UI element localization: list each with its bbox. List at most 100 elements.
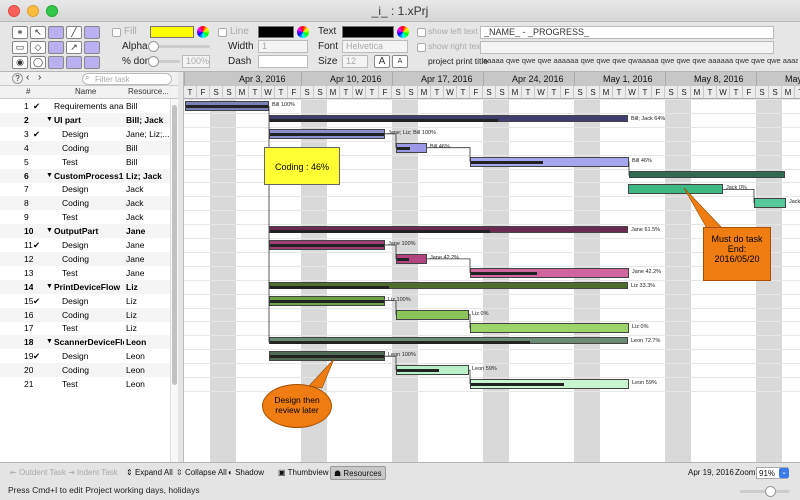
thumbview-button[interactable]: ▣ Thumbview: [278, 466, 329, 480]
task-row[interactable]: 8 Coding Jack: [0, 196, 170, 211]
outdent-task-button[interactable]: ⇤ Outdent Task: [10, 466, 66, 480]
task-resource[interactable]: Liz: [126, 281, 138, 292]
task-row[interactable]: 15 ✔ Design Liz: [0, 294, 170, 308]
rectangle-tool-icon[interactable]: [48, 26, 64, 39]
coding-note[interactable]: Coding : 46%: [264, 147, 340, 185]
task-resource[interactable]: Jack: [126, 212, 144, 223]
task-resource[interactable]: Bill: [126, 101, 138, 111]
task-name[interactable]: Test: [62, 323, 78, 334]
task-bar[interactable]: [396, 309, 469, 320]
task-row[interactable]: 11 ✔ Design Jane: [0, 238, 170, 252]
task-row[interactable]: 9 Test Jack: [0, 210, 170, 224]
zoom-slider-knob[interactable]: [765, 486, 776, 497]
task-name[interactable]: Coding: [62, 142, 89, 153]
ellipse-tool-icon[interactable]: ◯: [30, 56, 46, 69]
task-bar[interactable]: [396, 253, 427, 264]
task-row[interactable]: 21 Test Leon: [0, 377, 170, 391]
text-tool-icon[interactable]: [66, 56, 82, 69]
alpha-slider[interactable]: [150, 45, 210, 48]
fill-color-swatch[interactable]: [150, 26, 194, 38]
alpha-slider-knob[interactable]: [148, 41, 159, 52]
width-field[interactable]: 1: [258, 40, 308, 53]
task-row[interactable]: 20 Coding Leon: [0, 363, 170, 378]
task-resource[interactable]: Jane: [126, 267, 145, 278]
zoom-window-button[interactable]: [46, 5, 58, 17]
disclosure-triangle-icon[interactable]: ▼: [46, 338, 53, 346]
task-bar[interactable]: [396, 365, 469, 376]
task-bar[interactable]: [269, 295, 385, 306]
pane-splitter[interactable]: [178, 72, 184, 462]
task-resource[interactable]: Liz: [126, 309, 137, 320]
forward-chevron-icon[interactable]: ›: [38, 72, 42, 83]
task-name[interactable]: Requirements anal...: [54, 101, 124, 111]
zoom-dropdown-chevron-icon[interactable]: ⌄: [779, 468, 789, 478]
gantt-scroll-area[interactable]: [776, 99, 784, 462]
shape-tool-icon[interactable]: [48, 56, 64, 69]
back-chevron-icon[interactable]: ‹: [26, 72, 30, 83]
task-resource[interactable]: Bill: [126, 156, 138, 167]
font-larger-button[interactable]: A: [374, 55, 390, 68]
link-tool-icon[interactable]: ⚭: [12, 26, 28, 39]
fill-checkbox[interactable]: [112, 28, 121, 37]
task-name[interactable]: Design: [62, 184, 89, 195]
task-bar[interactable]: [396, 142, 427, 153]
task-row[interactable]: 14 ▼ PrintDeviceFlow Liz: [0, 279, 170, 294]
task-resource[interactable]: Jack: [126, 198, 144, 209]
show-right-text-checkbox[interactable]: [417, 43, 426, 52]
left-text-field[interactable]: _NAME_ - _PROGRESS_: [480, 26, 774, 39]
close-window-button[interactable]: [8, 5, 20, 17]
task-row[interactable]: 18 ▼ScannerDeviceFlowLeon: [0, 335, 170, 350]
task-name[interactable]: Design: [62, 351, 89, 362]
task-resource[interactable]: Jane: [126, 253, 145, 264]
task-bar[interactable]: [470, 156, 629, 167]
task-row[interactable]: 13 Test Jane: [0, 266, 170, 280]
task-name[interactable]: Design: [62, 240, 89, 250]
rounded-rect-tool-icon[interactable]: [48, 41, 64, 54]
task-name[interactable]: CustomProcess1: [54, 170, 124, 181]
task-name[interactable]: Coding: [62, 198, 89, 209]
percent-done-knob[interactable]: [148, 56, 159, 67]
comment-tool-icon[interactable]: [84, 56, 100, 69]
font-smaller-button[interactable]: A: [392, 55, 408, 68]
disclosure-triangle-icon[interactable]: ▼: [46, 227, 53, 235]
task-row[interactable]: 19 ✔ Design Leon: [0, 349, 170, 363]
disclosure-triangle-icon[interactable]: ▼: [46, 171, 53, 179]
line-tool-icon[interactable]: ╱: [66, 26, 82, 39]
task-bar[interactable]: [470, 379, 629, 389]
select-tool-icon[interactable]: ↖: [30, 26, 46, 39]
task-name[interactable]: PrintDeviceFlow: [54, 281, 121, 292]
task-resource[interactable]: Jane: [126, 240, 145, 250]
task-bar[interactable]: [470, 323, 629, 334]
bar-tool-icon[interactable]: ▭: [12, 41, 28, 54]
shadow-button[interactable]: ◐ Shadow: [228, 466, 264, 480]
task-resource[interactable]: Bill; Jack: [126, 114, 164, 125]
task-row[interactable]: 12 Coding Jane: [0, 251, 170, 266]
column-header-resource[interactable]: Resource...: [128, 87, 169, 96]
task-bar[interactable]: [269, 351, 385, 362]
resources-button[interactable]: ☗ Resources: [330, 466, 386, 480]
task-resource[interactable]: Liz: [126, 323, 137, 334]
task-resource[interactable]: Bill: [126, 142, 138, 153]
collapse-all-button[interactable]: ⇳ Collapse All: [176, 466, 227, 480]
task-bar[interactable]: [629, 170, 785, 178]
text-color-swatch[interactable]: [342, 26, 394, 38]
text-color-wheel-icon[interactable]: [397, 26, 409, 38]
filter-task-input[interactable]: Filter task: [82, 73, 172, 85]
task-bar[interactable]: [628, 184, 723, 195]
percent-done-slider[interactable]: [150, 60, 180, 63]
task-name[interactable]: ScannerDeviceFlow: [54, 337, 124, 348]
task-name[interactable]: Design: [62, 295, 89, 306]
task-resource[interactable]: Leon: [126, 365, 145, 376]
task-bar[interactable]: [269, 128, 385, 139]
task-row[interactable]: 3 ✔ Design Jane; Liz;...: [0, 127, 170, 141]
indent-task-button[interactable]: ⇥ Indent Task: [68, 466, 118, 480]
percent-done-field[interactable]: 100%: [182, 55, 210, 68]
font-select[interactable]: Helvetica: [342, 40, 408, 53]
note-tool-icon[interactable]: [84, 26, 100, 39]
disclosure-triangle-icon[interactable]: ▼: [46, 282, 53, 290]
task-resource[interactable]: Liz: [126, 295, 137, 306]
task-name[interactable]: UI part: [54, 114, 81, 125]
task-resource[interactable]: Leon: [126, 351, 145, 362]
task-resource[interactable]: Liz; Jack: [126, 170, 162, 181]
task-name[interactable]: Test: [62, 267, 78, 278]
